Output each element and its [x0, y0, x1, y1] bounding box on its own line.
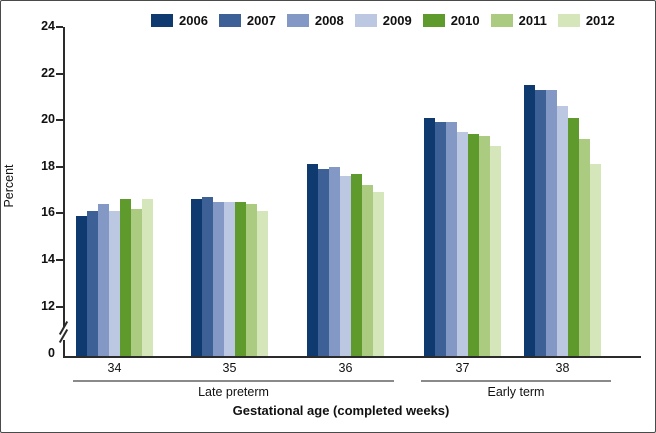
bar-2009-34 — [109, 210, 120, 356]
legend-item-2007: 2007 — [218, 13, 276, 28]
bar-2010-37 — [468, 134, 479, 356]
x-tick-label-36: 36 — [338, 361, 353, 375]
legend-label: 2007 — [246, 13, 276, 28]
bar-2007-35 — [202, 196, 213, 356]
legend-swatch-2006 — [151, 14, 173, 27]
y-tick-label-20: 20 — [41, 112, 55, 127]
bar-2011-34 — [131, 208, 142, 356]
bar-2012-38 — [590, 164, 601, 356]
x-tick-label-34: 34 — [107, 361, 122, 375]
x-axis-title: Gestational age (completed weeks) — [232, 403, 450, 418]
x-tick-label-37: 37 — [455, 361, 470, 375]
bar-2008-34 — [98, 203, 109, 356]
x-tick-label-35: 35 — [222, 361, 237, 375]
bar-2006-35 — [191, 199, 202, 356]
y-axis-line — [63, 26, 65, 327]
bar-2006-36 — [307, 164, 318, 356]
bar-2012-34 — [142, 199, 153, 356]
bar-2007-34 — [87, 210, 98, 356]
y-tick-22 — [56, 72, 63, 75]
bar-2006-34 — [76, 215, 87, 356]
y-tick-18 — [56, 165, 63, 168]
group-label-0: Late preterm — [198, 385, 269, 399]
bar-2012-35 — [257, 210, 268, 356]
bar-2011-37 — [479, 136, 490, 356]
x-axis-line — [63, 356, 641, 358]
y-tick-20 — [56, 119, 63, 122]
y-tick-label-0: 0 — [48, 346, 55, 360]
y-tick-label-16: 16 — [41, 205, 55, 220]
legend-label: 2012 — [585, 13, 615, 28]
group-underline-1 — [421, 380, 611, 382]
bar-2009-36 — [340, 176, 351, 356]
legend-item-2010: 2010 — [422, 13, 480, 28]
bar-2006-38 — [524, 85, 535, 356]
y-axis-line — [63, 340, 65, 356]
y-tick-14 — [56, 258, 63, 261]
legend-swatch-2011 — [490, 14, 513, 27]
bar-2008-38 — [546, 89, 557, 356]
bar-2007-38 — [535, 89, 546, 356]
bar-2008-37 — [446, 122, 457, 356]
bar-2011-36 — [362, 185, 373, 356]
legend-label: 2006 — [179, 13, 208, 28]
legend-swatch-2008 — [286, 14, 309, 27]
legend-item-2012: 2012 — [557, 13, 615, 28]
y-tick-label-14: 14 — [41, 251, 55, 266]
legend-label: 2010 — [450, 13, 480, 28]
bar-2012-36 — [373, 192, 384, 356]
y-tick-12 — [56, 305, 63, 308]
legend-swatch-2012 — [557, 14, 580, 27]
legend-item-2008: 2008 — [286, 13, 344, 28]
legend: 2006 2007 2008 2009 2010 2011 2012 — [151, 14, 615, 27]
legend-item-2011: 2011 — [490, 13, 547, 28]
legend-item-2006: 2006 — [151, 14, 208, 27]
bar-2007-36 — [318, 169, 329, 356]
group-label-1: Early term — [487, 385, 545, 399]
y-tick-24 — [56, 25, 63, 28]
y-tick-16 — [56, 212, 63, 215]
bar-2009-37 — [457, 131, 468, 356]
bar-2006-37 — [424, 117, 435, 356]
group-underline-0 — [73, 380, 394, 382]
legend-swatch-2010 — [422, 14, 445, 27]
y-tick-label-24: 24 — [41, 18, 55, 33]
legend-item-2009: 2009 — [354, 13, 412, 28]
bar-2010-34 — [120, 199, 131, 356]
bar-2008-36 — [329, 166, 340, 356]
legend-label: 2009 — [382, 13, 412, 28]
bar-2007-37 — [435, 122, 446, 356]
y-tick-label-12: 12 — [41, 298, 55, 313]
bar-2009-38 — [557, 106, 568, 356]
bar-2010-36 — [351, 173, 362, 356]
bar-2011-35 — [246, 203, 257, 356]
legend-swatch-2009 — [354, 14, 377, 27]
y-tick-label-18: 18 — [41, 158, 55, 173]
bar-2008-35 — [213, 201, 224, 356]
x-tick-label-38: 38 — [555, 361, 570, 375]
bar-2012-37 — [490, 145, 501, 356]
legend-swatch-2007 — [218, 14, 241, 27]
bar-2009-35 — [224, 201, 235, 356]
legend-label: 2011 — [518, 13, 547, 28]
y-axis-title: Percent — [2, 164, 16, 208]
y-tick-label-22: 22 — [41, 65, 55, 80]
legend-label: 2008 — [314, 13, 344, 28]
bar-2010-35 — [235, 201, 246, 356]
bar-2010-38 — [568, 117, 579, 356]
bar-2011-38 — [579, 138, 590, 356]
